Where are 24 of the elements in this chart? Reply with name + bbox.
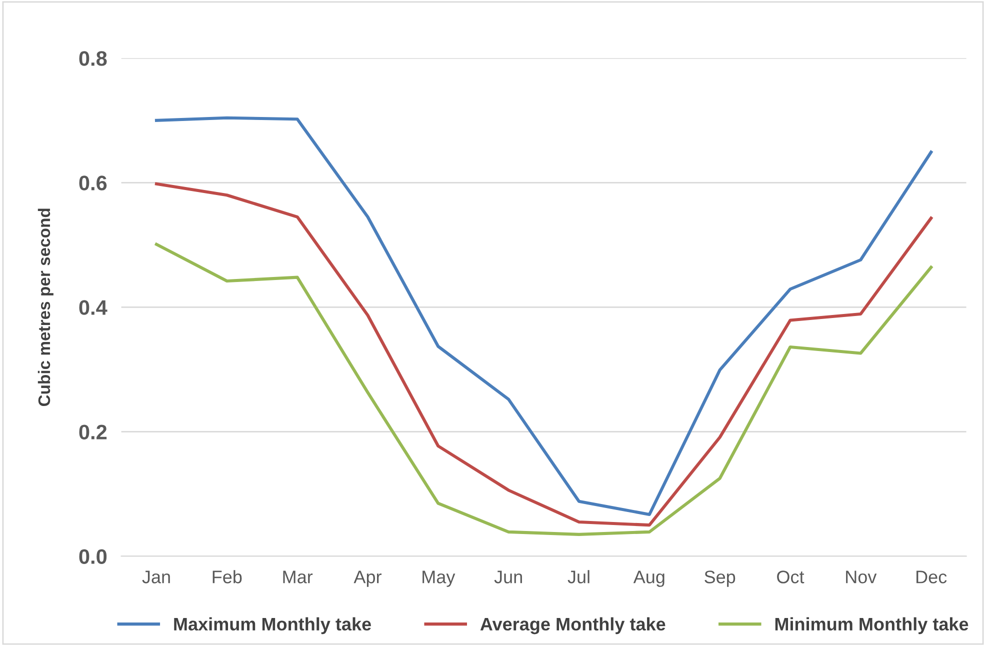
line-series — [154, 116, 933, 516]
y-tick-label: 0.8 — [79, 51, 107, 66]
y-tick-label: 0.4 — [79, 300, 108, 315]
x-tick-label: Mar — [283, 570, 313, 584]
x-tick-label: Jun — [494, 570, 522, 584]
x-tick-label: Sep — [704, 570, 736, 587]
x-tick-label: Aug — [633, 570, 664, 587]
x-tick-label: Jan — [142, 570, 170, 584]
x-tick-label: Apr — [354, 570, 382, 587]
x-tick-label: Dec — [916, 570, 947, 584]
line-series — [154, 242, 933, 536]
x-tick-label: Oct — [777, 570, 804, 584]
y-tick-label: 0.0 — [79, 549, 107, 564]
legend-label: Average Monthly take — [480, 617, 666, 634]
legend-label: Maximum Monthly take — [174, 617, 371, 634]
x-tick-label: Feb — [212, 570, 242, 584]
legend-label: Minimum Monthly take — [775, 617, 968, 634]
x-tick-label: May — [422, 570, 456, 587]
line-series — [154, 182, 933, 527]
x-tick-label: Jul — [568, 570, 590, 584]
y-tick-label: 0.6 — [79, 176, 107, 190]
y-tick-label: 0.2 — [79, 424, 107, 440]
y-axis-title: Cubic metres per second — [38, 208, 54, 406]
x-tick-label: Nov — [846, 570, 877, 584]
